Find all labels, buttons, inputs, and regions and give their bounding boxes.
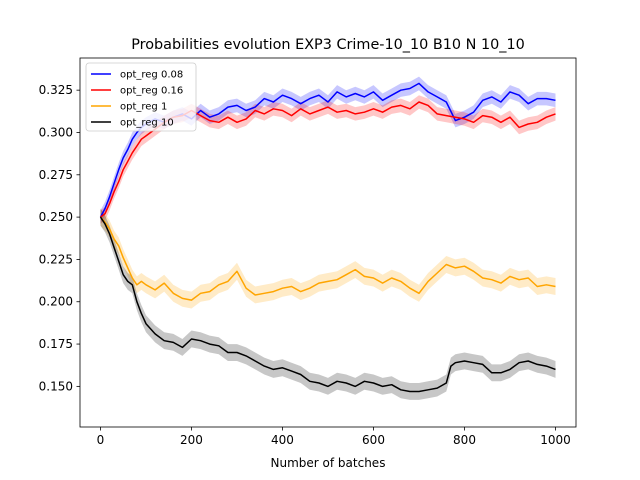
- y-tick-label: 0.300: [39, 125, 73, 139]
- x-tick-label: 600: [362, 433, 385, 447]
- y-tick-label: 0.225: [39, 252, 73, 266]
- x-axis-label: Number of batches: [271, 456, 386, 470]
- x-tick-label: 200: [180, 433, 203, 447]
- legend-box: [85, 62, 197, 132]
- y-tick-label: 0.200: [39, 295, 73, 309]
- y-axis-ticks: 0.150 0.175 0.200 0.225 0.250 0.275 0.300 0.325: [39, 83, 80, 393]
- legend-label: opt_reg 0.08: [120, 70, 183, 81]
- chart-title: Probabilities evolution EXP3 Crime-10_10…: [131, 37, 525, 53]
- series-band-2: [100, 208, 556, 309]
- x-tick-label: 1000: [540, 433, 571, 447]
- confidence-bands: [100, 76, 556, 400]
- y-tick-label: 0.150: [39, 379, 73, 393]
- x-tick-label: 0: [97, 433, 105, 447]
- x-axis-ticks: 0 200 400 600 800 1000: [97, 427, 571, 447]
- y-tick-label: 0.250: [39, 210, 73, 224]
- legend-label: opt_reg 1: [120, 102, 167, 113]
- series-lines: [99, 82, 556, 393]
- plot-frame: [79, 57, 577, 428]
- y-tick-label: 0.325: [39, 83, 73, 97]
- x-tick-label: 800: [453, 433, 476, 447]
- y-tick-label: 0.275: [39, 168, 73, 182]
- series-band-0: [100, 76, 556, 224]
- legend-label: opt_reg 0.16: [120, 86, 183, 97]
- y-tick-label: 0.175: [39, 337, 73, 351]
- series-band-1: [100, 95, 556, 224]
- legend: opt_reg 0.08 opt_reg 0.16 opt_reg 1 opt_reg…: [85, 62, 197, 132]
- x-tick-label: 400: [271, 433, 294, 447]
- series-line-3: [99, 216, 556, 393]
- series-line-1: [100, 101, 556, 218]
- legend-label: opt_reg 10: [120, 118, 174, 129]
- series-band-3: [100, 208, 556, 400]
- series-line-2: [99, 216, 556, 301]
